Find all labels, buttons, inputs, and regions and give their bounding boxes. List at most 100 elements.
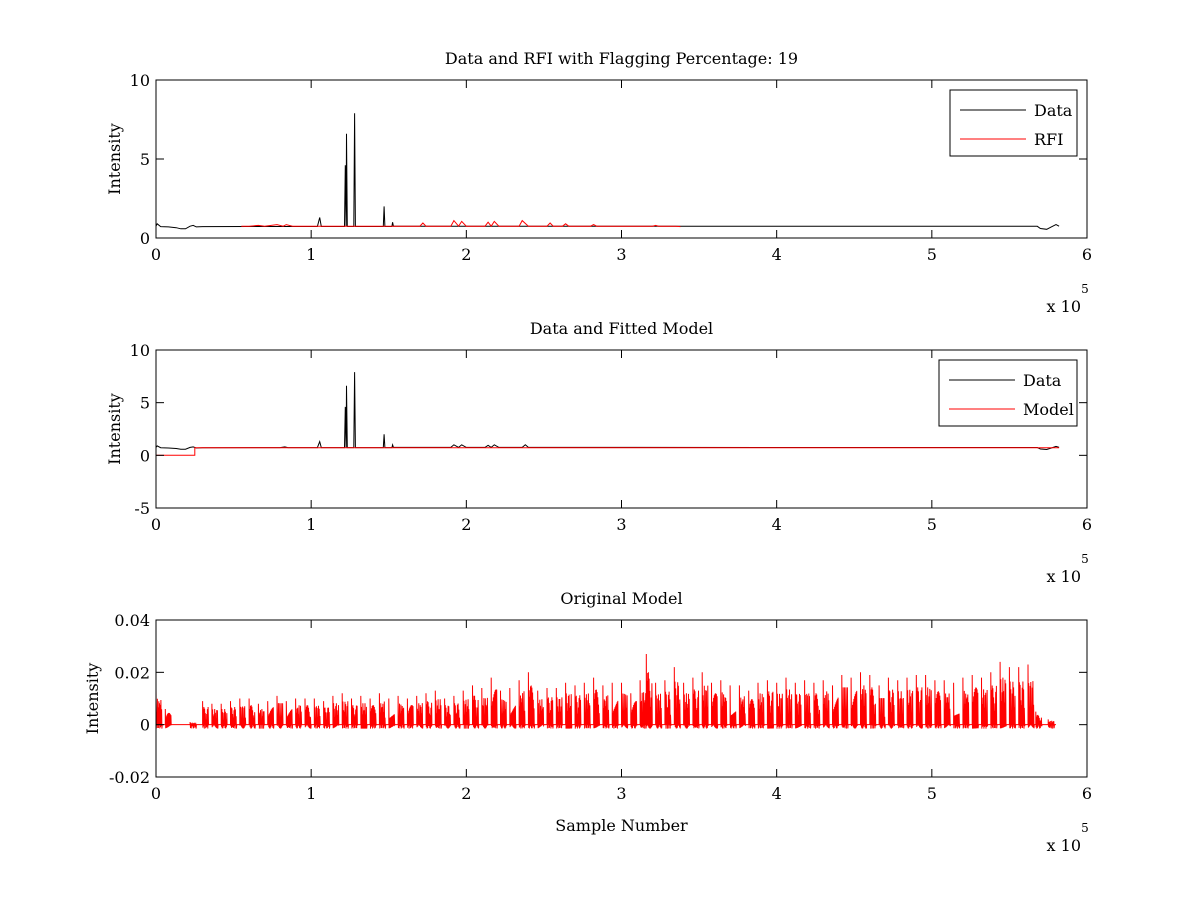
x-tick-label: 1 xyxy=(306,515,316,534)
series-line-model xyxy=(156,447,1060,456)
series-burst xyxy=(341,693,349,729)
series-burst xyxy=(630,693,638,729)
series-burst xyxy=(915,674,924,729)
series-burst xyxy=(711,682,719,729)
series-burst xyxy=(673,667,681,729)
series-burst xyxy=(593,677,601,729)
legend-label-data: Data xyxy=(1034,101,1073,120)
y-tick-label: 0 xyxy=(140,716,150,735)
x-exponent-base: x 10 xyxy=(1047,567,1081,586)
series-burst xyxy=(248,698,256,729)
series-burst xyxy=(925,674,933,729)
x-tick-label: 4 xyxy=(772,245,782,264)
series-burst xyxy=(766,680,775,729)
x-tick-label: 5 xyxy=(927,245,937,264)
series-burst xyxy=(776,682,784,729)
legend: Data RFI xyxy=(949,89,1078,157)
x-exponent-power: 5 xyxy=(1081,821,1089,835)
x-exponent-power: 5 xyxy=(1081,282,1089,296)
series-burst xyxy=(729,685,737,729)
series-burst xyxy=(257,703,265,729)
series-burst xyxy=(981,677,989,729)
series-burst xyxy=(527,672,536,729)
series-burst xyxy=(397,695,405,729)
x-tick-label: 1 xyxy=(306,784,316,803)
series-burst xyxy=(285,701,294,729)
series-burst xyxy=(351,698,359,729)
series-burst xyxy=(462,690,470,729)
x-tick-label: 3 xyxy=(616,245,626,264)
series-burst xyxy=(220,703,228,729)
series-burst xyxy=(453,695,461,729)
series-burst xyxy=(804,680,812,729)
y-tick-label: 0.04 xyxy=(114,611,150,630)
series-burst xyxy=(211,703,219,729)
y-tick-label: 5 xyxy=(140,150,150,169)
series-burst xyxy=(323,701,331,729)
x-tick-label: 5 xyxy=(927,784,937,803)
series-burst xyxy=(565,682,573,729)
x-tick-label: 6 xyxy=(1082,515,1092,534)
series-burst xyxy=(813,682,821,729)
series-burst xyxy=(239,698,247,729)
x-tick-label: 3 xyxy=(616,784,626,803)
legend: Data Model xyxy=(938,359,1078,427)
series-burst xyxy=(156,687,163,729)
chart-title: Data and RFI with Flagging Percentage: 1… xyxy=(445,49,798,68)
legend-box xyxy=(938,359,1078,427)
series-burst xyxy=(555,687,564,729)
series-burst xyxy=(841,674,849,729)
series-burst xyxy=(720,680,728,729)
series-burst xyxy=(943,680,951,729)
legend-label-rfi: RFI xyxy=(1034,130,1063,149)
series-burst xyxy=(822,680,830,729)
series-line-rfi xyxy=(241,219,681,228)
series-burst xyxy=(518,680,526,729)
y-tick-label: 0 xyxy=(140,446,150,465)
y-tick-label: 10 xyxy=(130,71,150,90)
series-group xyxy=(156,113,1060,230)
series-burst xyxy=(537,690,545,729)
y-tick-label: 10 xyxy=(130,341,150,360)
series-burst xyxy=(583,682,591,729)
series-burst xyxy=(378,693,387,729)
series-burst xyxy=(164,708,172,729)
series-burst xyxy=(738,685,747,729)
series-burst xyxy=(602,685,610,729)
x-tick-label: 5 xyxy=(927,515,937,534)
series-burst xyxy=(990,672,998,729)
series-line-data xyxy=(156,113,1060,230)
series-burst xyxy=(500,690,508,729)
x-axis-label: Sample Number xyxy=(555,816,688,835)
series-burst xyxy=(748,690,756,729)
series-burst xyxy=(472,685,480,729)
series-burst xyxy=(832,685,840,729)
x-tick-label: 3 xyxy=(616,515,626,534)
plot-area xyxy=(156,350,1087,508)
x-tick-label: 4 xyxy=(772,784,782,803)
series-burst xyxy=(794,682,803,729)
series-burst xyxy=(267,701,275,729)
series-burst xyxy=(295,698,303,729)
series-burst xyxy=(953,682,961,729)
series-burst xyxy=(1027,664,1035,729)
series-burst xyxy=(481,687,489,729)
legend-label-model: Model xyxy=(1023,400,1074,419)
series-burst xyxy=(1035,711,1043,729)
series-burst xyxy=(906,677,914,729)
chart-title: Data and Fitted Model xyxy=(530,319,713,338)
x-exponent-base: x 10 xyxy=(1047,836,1081,855)
series-burst xyxy=(692,677,700,729)
series-burst xyxy=(332,695,340,729)
legend-box xyxy=(949,89,1078,157)
series-burst xyxy=(406,698,415,729)
x-exponent-power: 5 xyxy=(1081,552,1089,566)
series-burst xyxy=(313,698,321,729)
series-burst xyxy=(425,693,433,729)
series-burst xyxy=(850,677,858,729)
y-tick-label: 0.02 xyxy=(114,663,150,682)
x-tick-label: 6 xyxy=(1082,784,1092,803)
